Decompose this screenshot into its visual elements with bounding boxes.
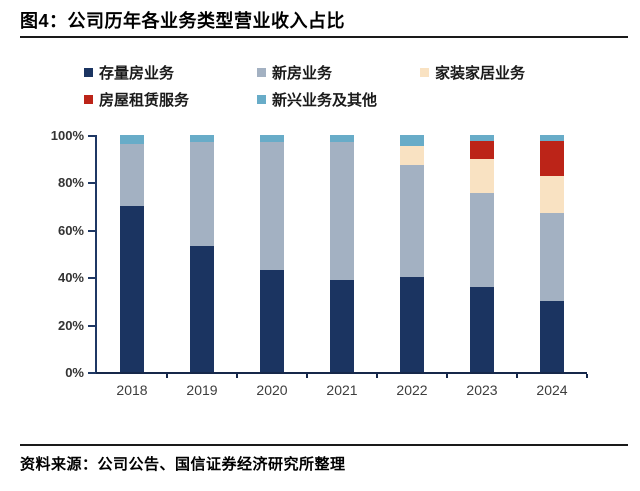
- bar-segment-存量房业务: [330, 279, 354, 372]
- bar-segment-家装家居业务: [470, 158, 494, 194]
- x-tick-label: 2023: [466, 382, 498, 398]
- bar-segment-新房业务: [540, 213, 564, 301]
- bar-segment-存量房业务: [540, 300, 564, 372]
- source-note: 资料来源：公司公告、国信证券经济研究所整理: [20, 456, 346, 473]
- legend-label: 新兴业务及其他: [272, 92, 378, 109]
- legend-label: 房屋租赁服务: [99, 92, 190, 109]
- x-tick-label: 2019: [186, 382, 218, 398]
- legend-item-existing-home: 存量房业务: [84, 62, 174, 83]
- y-tick-label: 0%: [65, 365, 84, 380]
- x-axis-tick: [306, 374, 308, 378]
- bar-segment-存量房业务: [120, 206, 144, 372]
- bar-segment-家装家居业务: [400, 145, 424, 165]
- bar-segment-新兴业务及其他: [190, 135, 214, 143]
- legend-label: 家装家居业务: [435, 65, 526, 82]
- footer-divider: [20, 444, 628, 446]
- legend-swatch-emerging-other-icon: [257, 95, 266, 104]
- y-axis-tick: [88, 324, 96, 327]
- legend-label: 新房业务: [272, 65, 333, 82]
- legend-item-home-rental: 房屋租赁服务: [84, 89, 189, 110]
- x-axis-tick: [516, 374, 518, 378]
- legend-item-emerging-other: 新兴业务及其他: [257, 89, 377, 110]
- y-tick-label: 60%: [57, 222, 84, 238]
- x-tick-label: 2022: [396, 382, 428, 398]
- bar-segment-新房业务: [400, 164, 424, 278]
- legend-item-new-home: 新房业务: [257, 62, 332, 83]
- bar-segment-新兴业务及其他: [330, 135, 354, 143]
- bar-segment-新房业务: [120, 144, 144, 207]
- y-axis-tick: [88, 182, 96, 185]
- x-axis-tick: [446, 374, 448, 378]
- x-axis-tick: [236, 374, 238, 378]
- figure-title: 图4：公司历年各业务类型营业收入占比: [20, 11, 346, 31]
- x-tick-label: 2018: [116, 382, 148, 398]
- y-axis: [95, 135, 97, 374]
- title-divider: [20, 36, 628, 38]
- y-axis-tick: [88, 277, 96, 280]
- legend-item-home-renovation: 家装家居业务: [420, 62, 525, 83]
- y-tick-label: 100%: [50, 128, 84, 143]
- x-tick-label: 2021: [326, 382, 358, 398]
- legend-swatch-home-renovation-icon: [420, 68, 429, 77]
- bar-segment-家装家居业务: [540, 176, 564, 214]
- bar-segment-新兴业务及其他: [400, 135, 424, 146]
- bar-segment-新兴业务及其他: [470, 135, 494, 141]
- bar-segment-存量房业务: [400, 277, 424, 372]
- x-tick-label: 2020: [256, 382, 288, 398]
- x-axis: [95, 372, 587, 374]
- legend-swatch-existing-home-icon: [84, 68, 93, 77]
- bar-segment-存量房业务: [190, 246, 214, 372]
- bar-segment-存量房业务: [470, 286, 494, 372]
- legend-swatch-new-home-icon: [257, 68, 266, 77]
- y-tick-label: 20%: [57, 317, 84, 333]
- bar-segment-新房业务: [470, 193, 494, 287]
- bar-segment-房屋租赁服务: [540, 140, 564, 177]
- bar-segment-房屋租赁服务: [470, 140, 494, 159]
- bar-segment-新兴业务及其他: [540, 135, 564, 141]
- y-axis-tick: [88, 372, 96, 374]
- y-tick-label: 40%: [57, 270, 84, 286]
- bar-segment-存量房业务: [260, 270, 284, 372]
- x-axis-tick: [376, 374, 378, 378]
- bar-segment-新兴业务及其他: [120, 135, 144, 145]
- x-axis-tick: [166, 374, 168, 378]
- y-axis-tick: [88, 229, 96, 232]
- legend-label: 存量房业务: [99, 65, 175, 82]
- x-axis-tick: [586, 374, 588, 378]
- legend-swatch-home-rental-icon: [84, 95, 93, 104]
- x-tick-label: 2024: [536, 382, 568, 398]
- bar-segment-新房业务: [190, 142, 214, 247]
- bar-segment-新房业务: [260, 142, 284, 271]
- y-tick-label: 80%: [57, 175, 84, 191]
- bar-segment-新兴业务及其他: [260, 135, 284, 143]
- bar-segment-新房业务: [330, 142, 354, 280]
- y-axis-tick: [88, 135, 96, 137]
